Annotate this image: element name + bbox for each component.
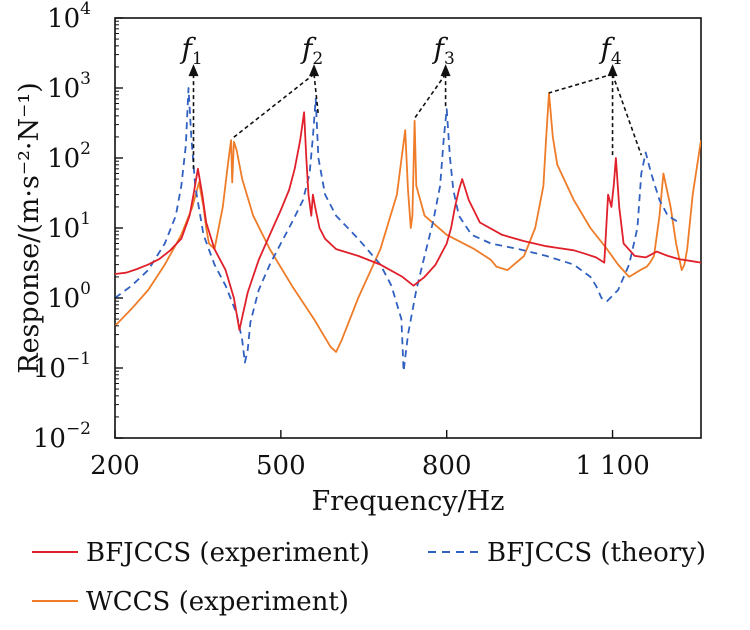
- series-line-3: [115, 92, 701, 353]
- peak-label-f3: f3: [432, 32, 455, 69]
- plot-area: f1 f2 f3 f4: [114, 17, 702, 439]
- peak-label-f4: f4: [599, 32, 622, 69]
- peak-leader-line: [548, 73, 613, 94]
- y-tick-label: 100: [47, 279, 91, 314]
- peak-arrowhead: [440, 64, 451, 77]
- peak-annotations: f1 f2 f3 f4: [180, 32, 643, 169]
- x-tick-label: 200: [90, 451, 140, 481]
- peak-arrowhead: [188, 64, 199, 77]
- y-axis-title: Response/(m·s⁻²·N⁻¹): [14, 82, 45, 374]
- peak-arrowhead: [607, 64, 618, 77]
- series-line-1: [115, 111, 701, 331]
- legend: BFJCCS (experiment) BFJCCS (theory) WCCS…: [32, 538, 706, 617]
- peak-leader-line: [231, 73, 315, 140]
- legend-label-series-2: BFJCCS (theory): [487, 538, 706, 568]
- series-line-2: [115, 87, 680, 373]
- y-tick-label: 104: [47, 0, 91, 34]
- peak-leader-line: [413, 73, 447, 119]
- x-axis: 200 500 800 1 100: [90, 430, 650, 481]
- peak-label-f2: f2: [300, 32, 323, 69]
- y-tick-label: 101: [47, 209, 91, 244]
- legend-label-series-3: WCCS (experiment): [86, 587, 349, 617]
- peak-label-f1: f1: [180, 32, 203, 69]
- y-tick-label: 102: [47, 139, 91, 174]
- x-tick-label: 800: [422, 451, 472, 481]
- x-tick-label: 1 100: [575, 451, 649, 481]
- peak-arrowhead: [309, 64, 320, 77]
- legend-label-series-1: BFJCCS (experiment): [86, 538, 370, 568]
- y-tick-label: 103: [47, 69, 91, 104]
- x-tick-label: 500: [256, 451, 306, 481]
- peak-leader-line: [611, 73, 643, 156]
- series-curves: [115, 87, 701, 373]
- x-axis-title: Frequency/Hz: [312, 486, 505, 517]
- y-tick-label: 10−2: [33, 419, 91, 454]
